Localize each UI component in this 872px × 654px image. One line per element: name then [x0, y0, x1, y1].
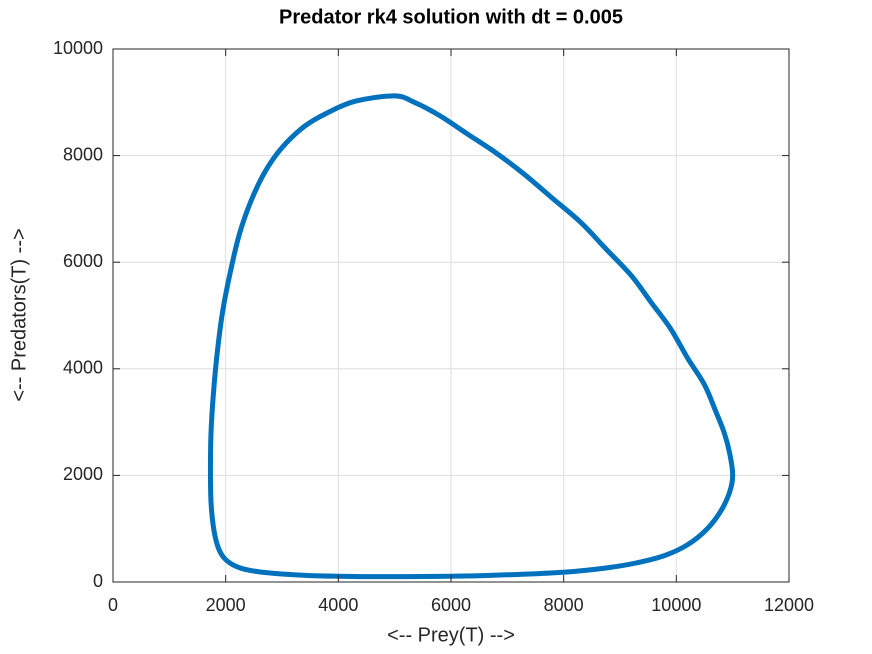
x-tick-label: 0: [108, 595, 118, 615]
chart-title: Predator rk4 solution with dt = 0.005: [279, 6, 623, 28]
y-tick-label: 2000: [63, 464, 103, 484]
series-layer: [207, 93, 736, 580]
x-tick-label: 4000: [318, 595, 358, 615]
x-tick-label: 2000: [206, 595, 246, 615]
series-line: [207, 93, 736, 580]
x-tick-label: 10000: [651, 595, 701, 615]
y-tick-label: 6000: [63, 251, 103, 271]
y-tick-label: 10000: [53, 38, 103, 58]
y-tick-label: 4000: [63, 358, 103, 378]
y-axis-label: <-- Predators(T) -->: [8, 228, 30, 401]
x-tick-label: 8000: [544, 595, 584, 615]
y-tick-label: 0: [93, 571, 103, 591]
x-tick-label: 6000: [431, 595, 471, 615]
x-tick-label: 12000: [764, 595, 814, 615]
x-axis-label: <-- Prey(T) -->: [387, 624, 515, 646]
y-tick-label: 8000: [63, 144, 103, 164]
ticks: 0 2000 4000 6000 8000 10000 12000 0 2000 4000 6000…: [53, 38, 814, 615]
